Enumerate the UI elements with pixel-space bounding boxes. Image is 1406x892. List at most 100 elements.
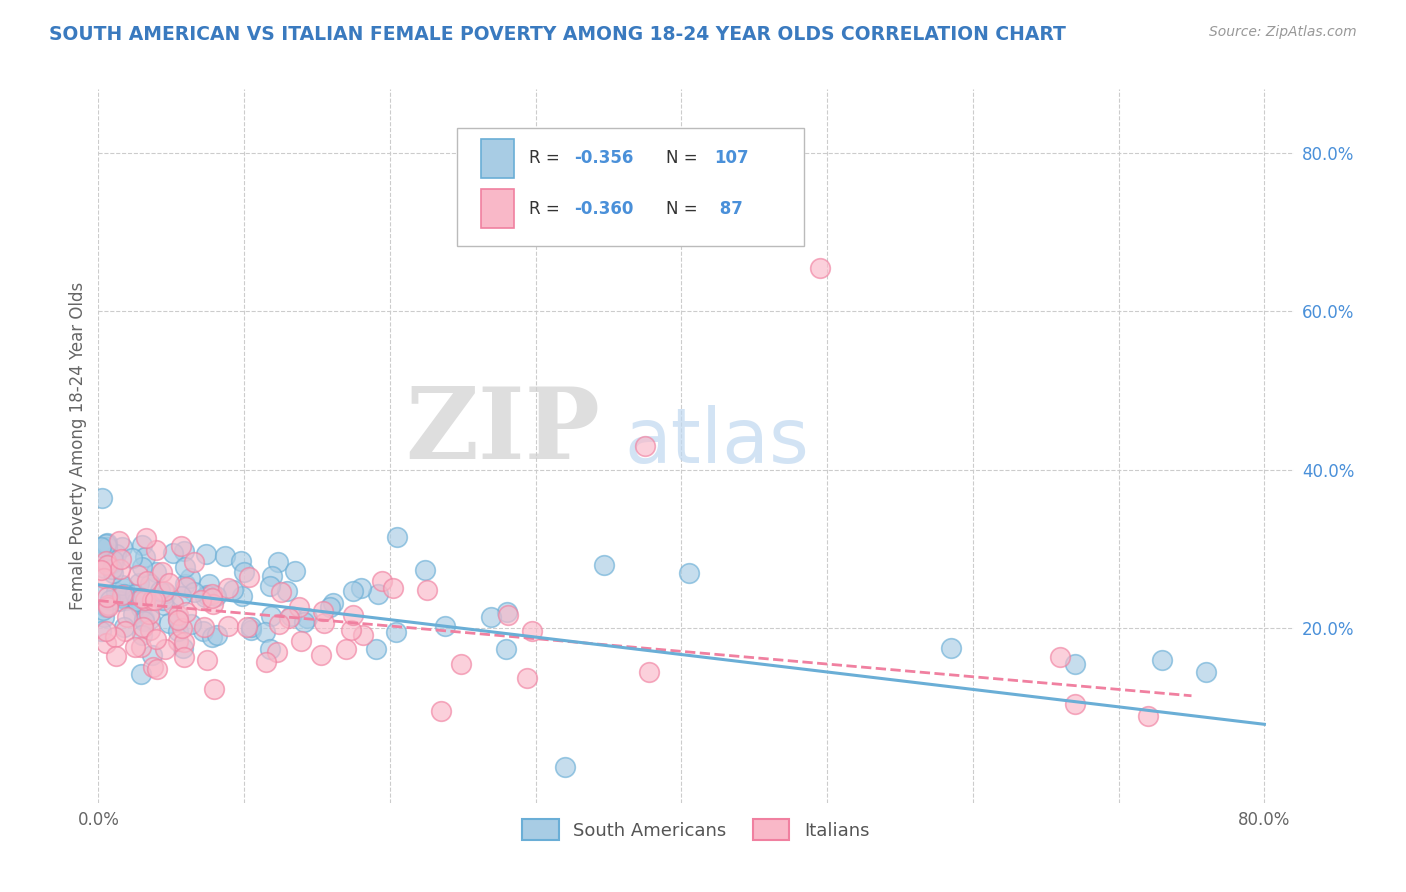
Point <box>434 619 457 633</box>
Point <box>352 628 374 642</box>
Point <box>153 598 176 612</box>
Point <box>290 634 312 648</box>
Point <box>202 682 225 697</box>
Point <box>311 648 333 662</box>
Point <box>141 592 163 607</box>
Point <box>190 593 212 607</box>
Point <box>205 589 228 603</box>
Point <box>145 632 167 647</box>
Point <box>371 574 394 589</box>
Point <box>96 599 118 614</box>
Point <box>122 607 145 622</box>
Point <box>385 530 409 544</box>
Point <box>100 562 122 576</box>
Point <box>481 609 503 624</box>
Point <box>202 597 225 611</box>
Point <box>217 581 239 595</box>
Point <box>125 593 148 607</box>
Point <box>90 588 112 602</box>
Point <box>170 589 193 603</box>
Point <box>276 583 298 598</box>
Text: -0.360: -0.360 <box>574 200 634 218</box>
Point <box>194 547 217 561</box>
Point <box>90 540 112 554</box>
Point <box>138 624 160 638</box>
Point <box>167 608 190 623</box>
Text: 107: 107 <box>714 150 748 168</box>
Text: atlas: atlas <box>624 406 808 479</box>
Point <box>145 565 167 579</box>
Point <box>267 555 290 569</box>
Point <box>94 536 117 550</box>
Point <box>808 260 831 275</box>
Point <box>214 549 236 563</box>
Point <box>174 580 197 594</box>
FancyBboxPatch shape <box>457 128 804 246</box>
Point <box>131 627 153 641</box>
Point <box>98 558 121 573</box>
Point <box>103 566 125 580</box>
Point <box>111 588 134 602</box>
Text: SOUTH AMERICAN VS ITALIAN FEMALE POVERTY AMONG 18-24 YEAR OLDS CORRELATION CHART: SOUTH AMERICAN VS ITALIAN FEMALE POVERTY… <box>49 25 1066 44</box>
Point <box>195 653 218 667</box>
Point <box>183 555 205 569</box>
Point <box>129 640 152 654</box>
Point <box>149 583 172 598</box>
Point <box>183 584 205 599</box>
Point <box>142 660 165 674</box>
Point <box>939 641 962 656</box>
Point <box>105 547 128 561</box>
Point <box>678 566 700 580</box>
Text: -0.356: -0.356 <box>574 150 634 168</box>
Point <box>342 583 364 598</box>
Point <box>167 624 190 638</box>
Point <box>277 610 299 624</box>
Point <box>111 578 134 592</box>
Point <box>170 540 193 554</box>
Point <box>162 597 184 611</box>
Point <box>131 591 153 605</box>
Point <box>259 579 281 593</box>
Point <box>173 544 195 558</box>
Point <box>131 538 153 552</box>
Point <box>134 614 156 628</box>
Point <box>201 591 224 606</box>
Point <box>131 559 153 574</box>
Point <box>267 617 290 632</box>
Point <box>170 621 193 635</box>
Point <box>1136 708 1159 723</box>
Point <box>174 577 197 591</box>
Point <box>143 593 166 607</box>
Point <box>194 590 217 604</box>
Point <box>112 587 135 601</box>
Point <box>166 612 188 626</box>
Point <box>129 601 152 615</box>
Point <box>1152 653 1174 667</box>
Point <box>135 531 157 545</box>
Point <box>260 608 283 623</box>
Point <box>93 610 115 624</box>
Point <box>259 641 281 656</box>
Legend: South Americans, Italians: South Americans, Italians <box>515 812 877 847</box>
Point <box>339 624 361 638</box>
Point <box>262 569 284 583</box>
Point <box>172 640 194 655</box>
Point <box>96 540 118 554</box>
Point <box>138 607 160 621</box>
Point <box>197 588 219 602</box>
Point <box>415 583 437 598</box>
Text: 87: 87 <box>714 200 742 218</box>
Point <box>197 576 219 591</box>
Text: R =: R = <box>529 150 565 168</box>
Point <box>112 582 135 596</box>
Point <box>162 546 184 560</box>
Point <box>101 552 124 566</box>
Point <box>350 582 373 596</box>
Point <box>93 561 115 575</box>
Point <box>1064 697 1087 711</box>
Text: Source: ZipAtlas.com: Source: ZipAtlas.com <box>1209 25 1357 39</box>
Point <box>284 564 307 578</box>
Point <box>364 641 387 656</box>
Point <box>173 650 195 665</box>
Point <box>319 599 342 614</box>
